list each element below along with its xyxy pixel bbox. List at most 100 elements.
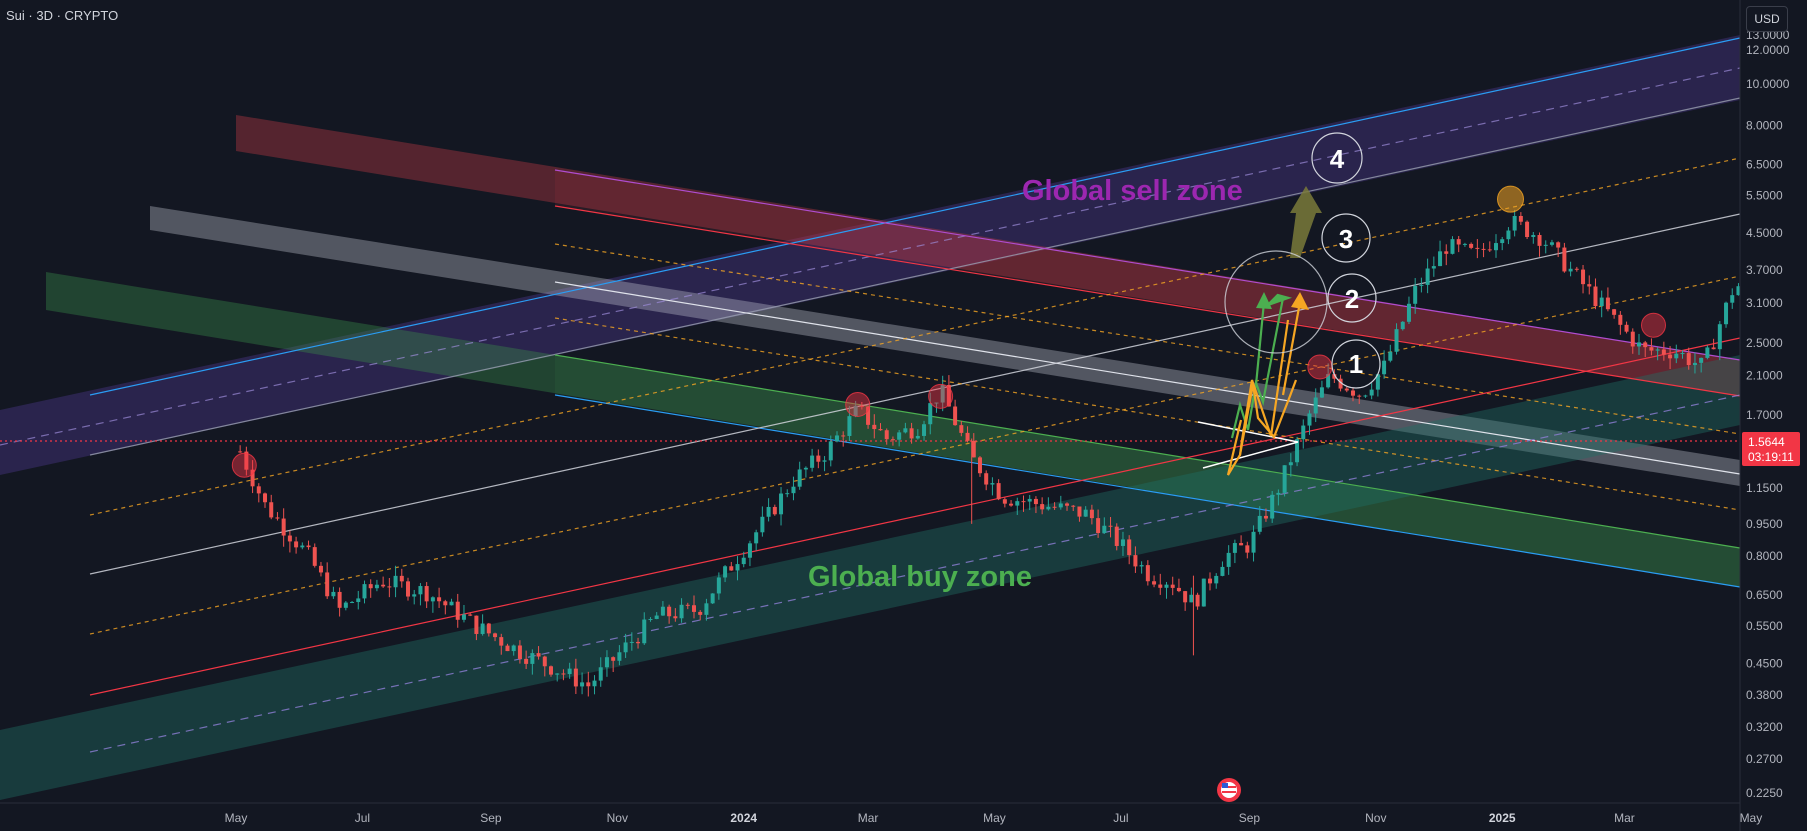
- candle-body: [443, 601, 448, 606]
- candle-body: [430, 597, 435, 602]
- candle-body: [1382, 360, 1387, 375]
- x-tick-label: 2024: [730, 811, 757, 825]
- candle-body: [1089, 509, 1094, 519]
- candle-body: [1232, 543, 1237, 553]
- candle-body: [785, 493, 790, 495]
- current-price-value: 1.5644: [1748, 435, 1785, 449]
- candle-body: [1394, 329, 1399, 352]
- candle-body: [990, 483, 995, 485]
- candle-body: [909, 428, 914, 439]
- time-axis[interactable]: May Jul Sep Nov 2024 Mar May Jul Sep Nov 2025 Mar Ma…: [0, 802, 1807, 825]
- candle-body: [1556, 242, 1561, 248]
- x-tick-label: Nov: [607, 811, 628, 825]
- white-band: [150, 206, 1740, 486]
- candle-body: [1257, 515, 1262, 532]
- candle-body: [1058, 503, 1063, 508]
- candle-body: [915, 435, 920, 439]
- candle-body: [884, 430, 889, 440]
- candle-body: [480, 623, 485, 634]
- candle-body: [779, 493, 784, 515]
- candle-body: [275, 517, 280, 519]
- candle-body: [1655, 349, 1660, 351]
- candle-body: [604, 657, 609, 668]
- green-to-target: [1254, 301, 1266, 386]
- candle-body: [1624, 324, 1629, 332]
- candle-body: [1102, 525, 1107, 534]
- projection-arrows: [1226, 186, 1322, 476]
- x-tick-label: 2025: [1489, 811, 1516, 825]
- candle-body: [766, 506, 771, 517]
- candle-body: [660, 606, 665, 616]
- candle-body: [1183, 591, 1188, 603]
- candle-body: [1083, 509, 1088, 517]
- green-path: [1230, 297, 1285, 439]
- red-sell-band: [236, 115, 1740, 396]
- candle-body: [810, 455, 815, 468]
- candle-body: [1357, 395, 1362, 397]
- candle-body: [1114, 526, 1119, 546]
- candle-body: [1282, 465, 1287, 493]
- candle-body: [1481, 248, 1486, 250]
- y-tick-label: 1.1500: [1746, 481, 1783, 495]
- candle-body: [1618, 314, 1623, 325]
- candle-body: [1593, 286, 1598, 307]
- candle-body: [387, 586, 392, 588]
- y-tick-label: 10.0000: [1746, 77, 1790, 91]
- candle-body: [667, 606, 672, 617]
- candle-body: [517, 645, 522, 659]
- candle-body: [716, 577, 721, 594]
- candle-body: [300, 545, 305, 548]
- candle-body: [723, 566, 728, 578]
- candle-body: [1307, 413, 1312, 426]
- candle-body: [1158, 584, 1163, 588]
- candle-body: [1002, 499, 1007, 504]
- candle-body: [971, 440, 976, 458]
- candle-body: [331, 591, 336, 597]
- candle-body: [946, 385, 951, 407]
- green-buy-band: [46, 272, 1740, 587]
- candle-body: [890, 439, 895, 441]
- candle-body: [524, 658, 529, 664]
- candle-body: [412, 594, 417, 597]
- currency-button[interactable]: USD: [1746, 6, 1788, 32]
- x-tick-label: Mar: [858, 811, 879, 825]
- candle-body: [592, 680, 597, 687]
- y-tick-label: 3.1000: [1746, 296, 1783, 310]
- candle-body: [1425, 268, 1430, 285]
- candle-body: [710, 593, 715, 604]
- candle-body: [474, 615, 479, 634]
- candle-body: [797, 469, 802, 487]
- candle-body: [922, 424, 927, 436]
- candle-body: [399, 575, 404, 582]
- candle-body: [573, 668, 578, 687]
- y-tick-label: 8.0000: [1746, 119, 1783, 133]
- red-touch-marker: [1307, 354, 1333, 380]
- candle-body: [1612, 309, 1617, 315]
- price-axis[interactable]: 13.000012.000010.00008.00006.50005.50004…: [1739, 0, 1807, 831]
- candle-body: [418, 586, 423, 595]
- candle-body: [499, 637, 504, 646]
- candle-body: [1494, 243, 1498, 251]
- candle-body: [549, 666, 553, 675]
- candle-body: [1587, 284, 1592, 287]
- candle-body: [287, 535, 292, 542]
- candle-body: [1581, 269, 1586, 285]
- candle-body: [1375, 374, 1380, 390]
- candle-body: [1214, 575, 1219, 584]
- x-tick-label: May: [983, 811, 1006, 825]
- upper-lower-edge: [89, 97, 1741, 456]
- us-flag-event-icon[interactable]: [1217, 778, 1241, 802]
- candle-body: [1332, 374, 1337, 379]
- candle-body: [685, 604, 690, 606]
- candle-body: [281, 518, 286, 536]
- purple-upper-channel: [0, 35, 1740, 475]
- buy-zone-bottom: [554, 394, 1741, 588]
- candle-body: [1388, 351, 1393, 361]
- candle-body: [1562, 247, 1567, 272]
- target-3: 3: [1321, 213, 1371, 263]
- candle-body: [623, 642, 628, 653]
- candle-body: [1512, 215, 1517, 231]
- candle-body: [1295, 439, 1300, 463]
- candle-body: [953, 406, 958, 426]
